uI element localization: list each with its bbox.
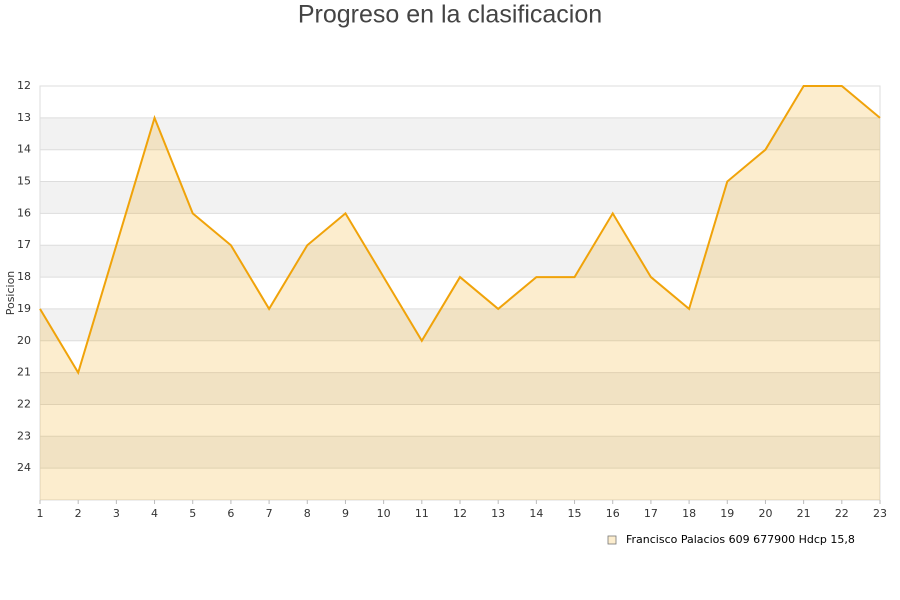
line [39,85,881,376]
x-tick-label: 10 [377,507,391,520]
x-tick-label: 18 [682,507,696,520]
x-tick-label: 20 [758,507,772,520]
y-tick-label: 16 [17,206,31,219]
legend-label: Francisco Palacios 609 677900 Hdcp 15,8 [626,533,855,546]
x-tick-label: 1 [37,507,44,520]
plot-band [40,308,880,341]
y-tick-label: 15 [17,175,31,188]
y-tick-label: 23 [17,429,31,442]
x-tick-label: 21 [797,507,811,520]
x-tick-label: 5 [189,507,196,520]
x-tick-label: 12 [453,507,467,520]
y-tick-label: 22 [17,397,31,410]
x-tick-label: 8 [304,507,311,520]
y-tick-label: 24 [17,461,31,474]
x-tick-label: 16 [606,507,620,520]
x-tick-label: 11 [415,507,429,520]
y-tick-label: 19 [17,302,31,315]
x-tick-label: 17 [644,507,658,520]
x-tick-label: 6 [227,507,234,520]
plot-band [40,277,880,309]
y-tick-label: 21 [17,366,31,379]
plot-band [40,468,880,500]
x-tick-label: 14 [529,507,543,520]
plot-band [40,149,880,182]
y-tick-label: 14 [17,143,31,156]
plot-band [40,340,880,373]
x-tick-label: 13 [491,507,505,520]
x-tick-label: 9 [342,507,349,520]
area [40,86,880,500]
plot-band [40,436,880,469]
plot-band [40,117,880,150]
x-tick-label: 4 [151,507,158,520]
x-tick-label: 22 [835,507,849,520]
x-tick-label: 23 [873,507,887,520]
y-tick-label: 20 [17,334,31,347]
y-tick-label: 13 [17,111,31,124]
y-axis-label: Posicion [4,271,17,316]
y-tick-label: 12 [17,79,31,92]
plot-band [40,245,880,278]
plot-band [40,404,880,437]
plot-band [40,213,880,246]
plot-band [40,86,880,118]
x-tick-label: 2 [75,507,82,520]
plot-band [40,181,880,214]
x-tick-label: 3 [113,507,120,520]
plot-band [40,372,880,405]
chart-title: Progreso en la clasificacion [298,1,602,29]
x-tick-label: 19 [720,507,734,520]
y-tick-label: 18 [17,270,31,283]
x-tick-label: 15 [568,507,582,520]
y-tick-label: 17 [17,238,31,251]
x-tick-label: 7 [266,507,273,520]
legend-swatch [607,535,617,545]
